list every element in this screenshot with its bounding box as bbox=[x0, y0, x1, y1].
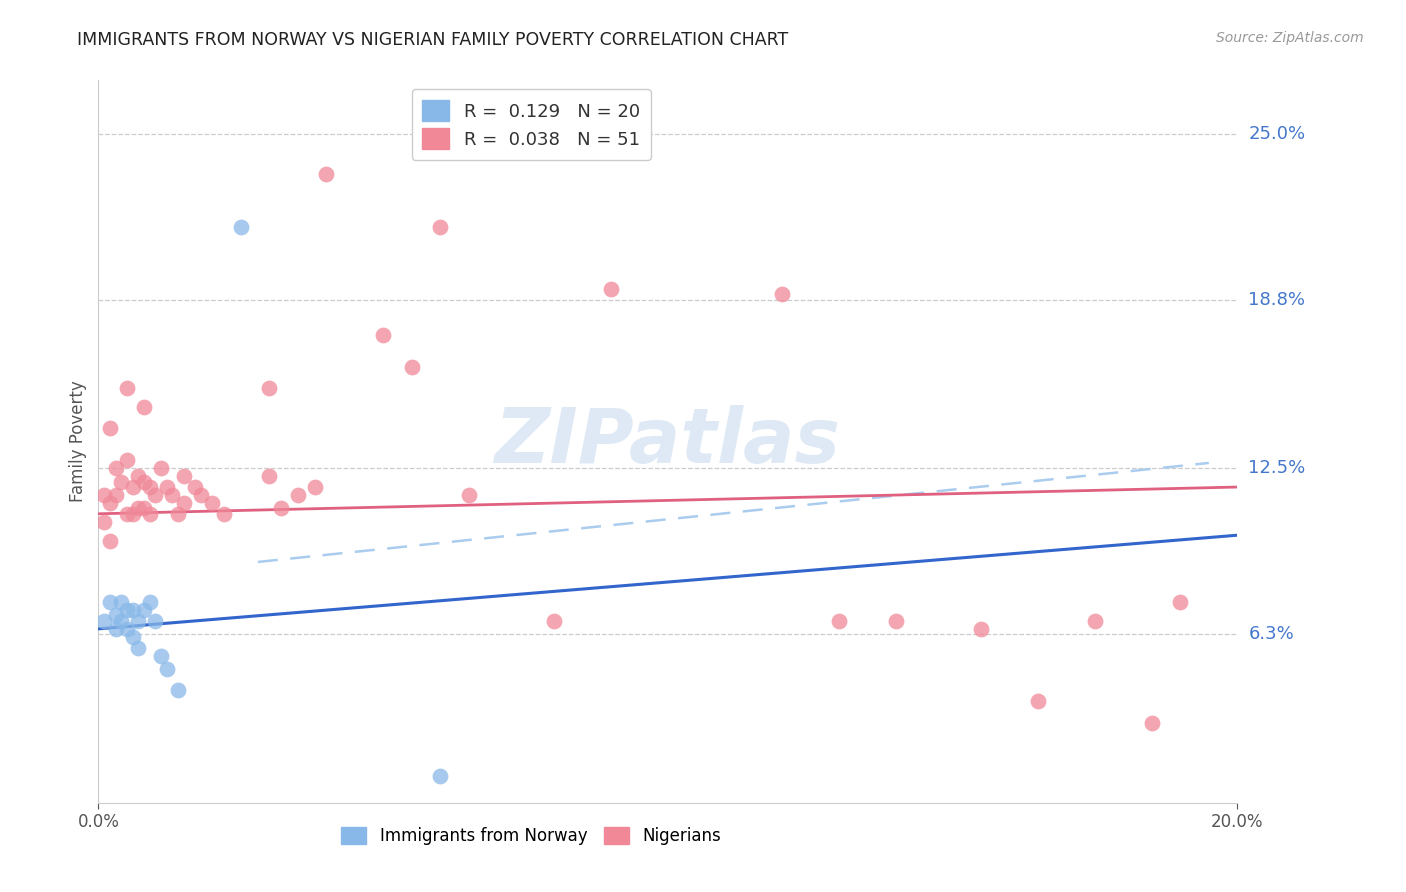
Point bbox=[138, 595, 160, 609]
Point bbox=[212, 507, 235, 521]
Point bbox=[115, 507, 138, 521]
Point bbox=[270, 501, 292, 516]
Text: IMMIGRANTS FROM NORWAY VS NIGERIAN FAMILY POVERTY CORRELATION CHART: IMMIGRANTS FROM NORWAY VS NIGERIAN FAMIL… bbox=[77, 31, 789, 49]
Point bbox=[156, 662, 179, 676]
Point bbox=[93, 515, 115, 529]
Point bbox=[315, 167, 337, 181]
Point bbox=[770, 287, 793, 301]
Point bbox=[259, 469, 281, 483]
Point bbox=[401, 359, 423, 374]
Point bbox=[121, 507, 143, 521]
Point bbox=[145, 614, 167, 628]
Point bbox=[184, 480, 207, 494]
Point bbox=[828, 614, 851, 628]
Point bbox=[138, 480, 160, 494]
Point bbox=[115, 453, 138, 467]
Point bbox=[98, 496, 121, 510]
Point bbox=[98, 533, 121, 548]
Text: 6.3%: 6.3% bbox=[1249, 625, 1294, 643]
Point bbox=[190, 488, 212, 502]
Point bbox=[110, 614, 132, 628]
Text: 25.0%: 25.0% bbox=[1249, 125, 1306, 143]
Point bbox=[1140, 715, 1163, 730]
Point bbox=[115, 622, 138, 636]
Point bbox=[132, 400, 155, 414]
Point bbox=[115, 603, 138, 617]
Point bbox=[93, 614, 115, 628]
Point bbox=[229, 220, 252, 235]
Point bbox=[145, 488, 167, 502]
Text: Source: ZipAtlas.com: Source: ZipAtlas.com bbox=[1216, 31, 1364, 45]
Point bbox=[1084, 614, 1107, 628]
Text: 18.8%: 18.8% bbox=[1249, 291, 1305, 309]
Point bbox=[884, 614, 907, 628]
Point bbox=[600, 282, 623, 296]
Point bbox=[132, 501, 155, 516]
Point bbox=[150, 461, 173, 475]
Point bbox=[173, 469, 195, 483]
Point bbox=[132, 603, 155, 617]
Point bbox=[156, 480, 179, 494]
Text: ZIPatlas: ZIPatlas bbox=[495, 405, 841, 478]
Point bbox=[127, 614, 149, 628]
Point bbox=[104, 608, 127, 623]
Point bbox=[104, 461, 127, 475]
Point bbox=[543, 614, 565, 628]
Point bbox=[167, 507, 190, 521]
Point bbox=[127, 640, 149, 655]
Point bbox=[121, 603, 143, 617]
Point bbox=[121, 630, 143, 644]
Point bbox=[110, 475, 132, 489]
Point bbox=[132, 475, 155, 489]
Point bbox=[138, 507, 160, 521]
Point bbox=[173, 496, 195, 510]
Y-axis label: Family Poverty: Family Poverty bbox=[69, 381, 87, 502]
Point bbox=[429, 220, 451, 235]
Point bbox=[98, 595, 121, 609]
Point bbox=[121, 480, 143, 494]
Point bbox=[1026, 694, 1049, 708]
Point bbox=[127, 469, 149, 483]
Point bbox=[98, 421, 121, 435]
Point bbox=[373, 327, 395, 342]
Point bbox=[127, 501, 149, 516]
Point bbox=[167, 683, 190, 698]
Point bbox=[110, 595, 132, 609]
Point bbox=[162, 488, 184, 502]
Text: 12.5%: 12.5% bbox=[1249, 459, 1306, 477]
Point bbox=[287, 488, 309, 502]
Point bbox=[970, 622, 993, 636]
Point bbox=[304, 480, 326, 494]
Point bbox=[457, 488, 479, 502]
Point bbox=[115, 381, 138, 395]
Point bbox=[1170, 595, 1192, 609]
Point bbox=[201, 496, 224, 510]
Point bbox=[104, 488, 127, 502]
Point bbox=[104, 622, 127, 636]
Legend: Immigrants from Norway, Nigerians: Immigrants from Norway, Nigerians bbox=[342, 827, 721, 845]
Point bbox=[429, 769, 451, 783]
Point bbox=[259, 381, 281, 395]
Point bbox=[93, 488, 115, 502]
Point bbox=[150, 648, 173, 663]
